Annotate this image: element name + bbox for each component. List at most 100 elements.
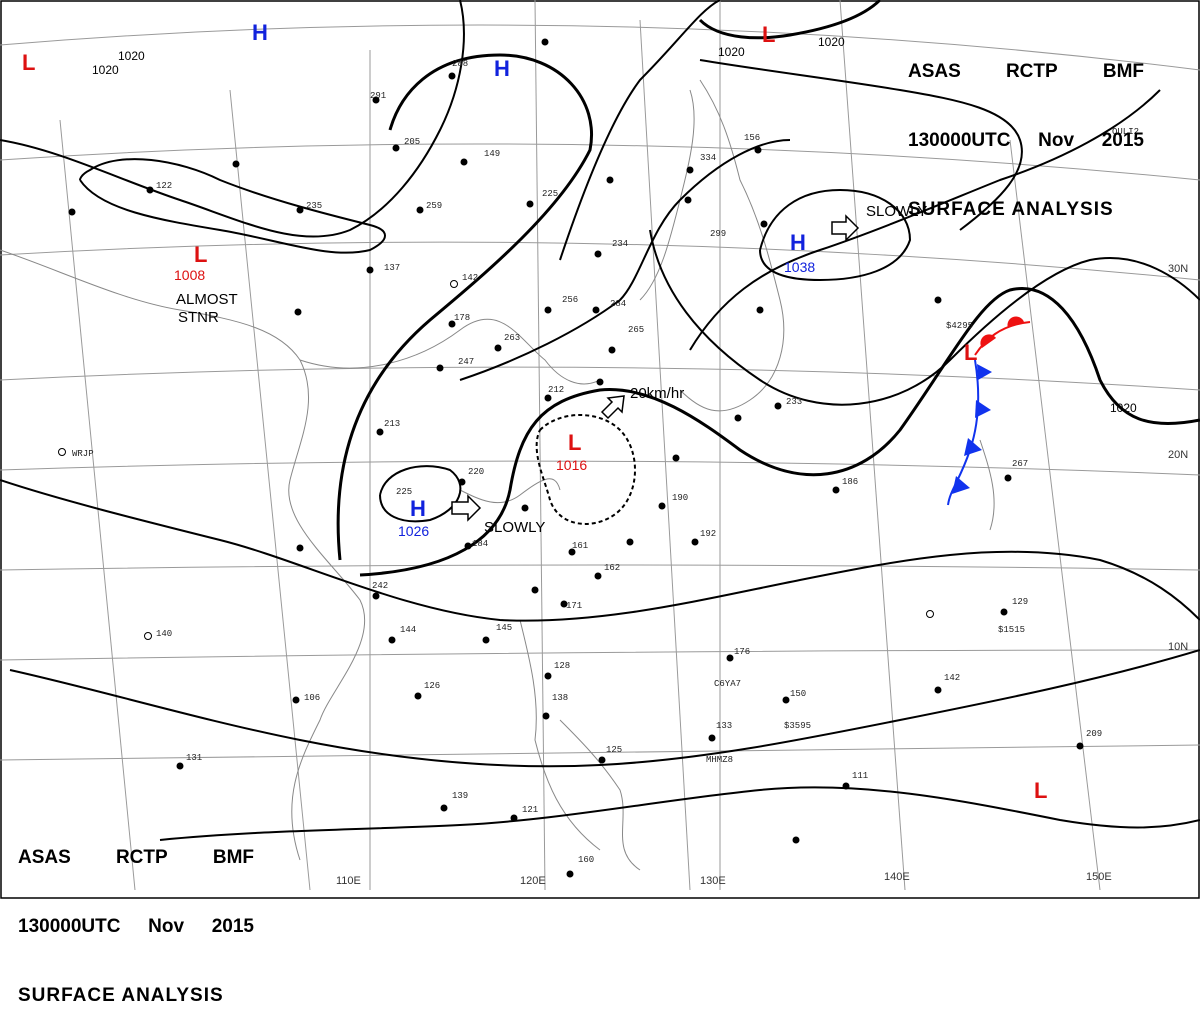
station-dot <box>774 402 782 410</box>
station-dot <box>68 208 76 216</box>
coast-visayas <box>559 719 641 871</box>
latitude-line-10n <box>0 649 1200 661</box>
isobar-1032-east <box>689 89 1161 351</box>
station-dot <box>756 306 764 314</box>
station-label: 235 <box>306 201 322 211</box>
station-label: 220 <box>468 467 484 477</box>
longitude-line-105e <box>229 89 311 891</box>
cold-front-triangle-icon <box>975 400 991 418</box>
station-label: 267 <box>1012 459 1028 469</box>
station-dot <box>541 38 549 46</box>
header-station: RCTP <box>1005 61 1058 82</box>
station-label: 142 <box>462 273 478 283</box>
station-label: 225 <box>396 487 412 497</box>
arrow-east-icon <box>831 214 860 242</box>
low-pressure-marker: L <box>22 50 35 75</box>
isobars <box>0 0 1200 841</box>
header-time: 130000UTC <box>908 130 1011 151</box>
isobar-1016-south <box>0 479 1200 622</box>
station-dot <box>376 428 384 436</box>
station-label: 256 <box>562 295 578 305</box>
station-label: 121 <box>522 805 538 815</box>
station-dot <box>296 206 304 214</box>
station-label: 137 <box>384 263 400 273</box>
station-open-circles <box>58 280 934 640</box>
station-label: 186 <box>842 477 858 487</box>
longitude-label: 140E <box>884 871 910 883</box>
high-pressure-marker: H <box>252 20 268 45</box>
isobar-label: 1020 <box>118 49 145 63</box>
isobar-1020-north <box>698 0 882 40</box>
annotation-slowly: SLOWLY <box>866 203 927 220</box>
station-label: 126 <box>424 681 440 691</box>
station-label: 131 <box>186 753 202 763</box>
arrow-east-icon <box>451 494 482 522</box>
station-label: 291 <box>370 91 386 101</box>
isobar-1016-west <box>79 158 386 254</box>
header-station: RCTP <box>115 847 168 868</box>
latitude-line-30n <box>0 241 1200 281</box>
coast-hainan <box>459 478 561 504</box>
station-label: 334 <box>700 153 716 163</box>
map-frame <box>0 0 1200 899</box>
coast-japan <box>679 79 785 412</box>
longitude-label: 110E <box>336 875 361 887</box>
station-dot <box>934 686 942 694</box>
annotations: SLOWLY SLOWLY 20km/hr ALMOST STNR <box>176 203 927 536</box>
station-label: 233 <box>786 397 802 407</box>
station-label: 160 <box>578 855 594 865</box>
header-year: 2015 <box>211 916 254 937</box>
station-dot <box>684 196 692 204</box>
station-label: 156 <box>744 133 760 143</box>
cold-front <box>947 359 992 506</box>
longitude-label: 120E <box>520 875 546 887</box>
header-month: Nov <box>1038 130 1075 151</box>
station-dot <box>594 572 602 580</box>
latitude-labels: 30N 20N 10N <box>1168 263 1188 653</box>
station-circle <box>58 448 66 456</box>
station-dot <box>598 756 606 764</box>
low-pressure-marker: L <box>964 340 977 365</box>
longitude-line-120e <box>534 0 546 891</box>
station-dot <box>734 414 742 422</box>
station-label: 247 <box>458 357 474 367</box>
station-label: 162 <box>604 563 620 573</box>
coastlines <box>0 79 995 871</box>
station-dot <box>392 144 400 152</box>
station-dot <box>448 72 456 80</box>
grid-lines <box>0 0 1200 891</box>
surface-analysis-map: H H H H L L L L L L 1038 1026 1008 1016 … <box>0 0 1200 899</box>
station-label: 171 <box>566 601 582 611</box>
pressure-value: 1008 <box>174 267 205 283</box>
station-dot <box>691 538 699 546</box>
station-dot <box>1000 608 1008 616</box>
longitude-label: 130E <box>700 875 726 887</box>
latitude-line-35n <box>0 143 1200 181</box>
isobar-1028-east <box>699 59 1023 231</box>
station-dot <box>658 502 666 510</box>
station-label: 213 <box>384 419 400 429</box>
cold-front-triangle-icon <box>964 438 982 456</box>
station-dot <box>544 394 552 402</box>
isobar-label: 1020 <box>818 35 845 49</box>
station-dot <box>494 344 502 352</box>
isobar-1008-south <box>159 786 1200 841</box>
station-circle <box>926 610 934 618</box>
station-label: 176 <box>734 647 750 657</box>
header-line-1: ASAS RCTP BMF <box>908 60 1144 83</box>
station-label: 122 <box>156 181 172 191</box>
station-dot <box>566 870 574 878</box>
header-title: SURFACE ANALYSIS <box>18 985 224 1006</box>
isobar-1020-central <box>359 287 1200 577</box>
station-dot <box>594 250 602 258</box>
station-label: MHMZ8 <box>706 755 733 765</box>
station-label: 145 <box>496 623 512 633</box>
station-dot <box>832 486 840 494</box>
station-dot <box>372 96 380 104</box>
station-label: 212 <box>548 385 564 395</box>
pressure-values: 1038 1026 1008 1016 <box>174 259 815 539</box>
station-dot <box>296 544 304 552</box>
cold-front-triangle-icon <box>952 476 970 494</box>
station-label: 129 <box>1012 597 1028 607</box>
station-label: 125 <box>606 745 622 755</box>
